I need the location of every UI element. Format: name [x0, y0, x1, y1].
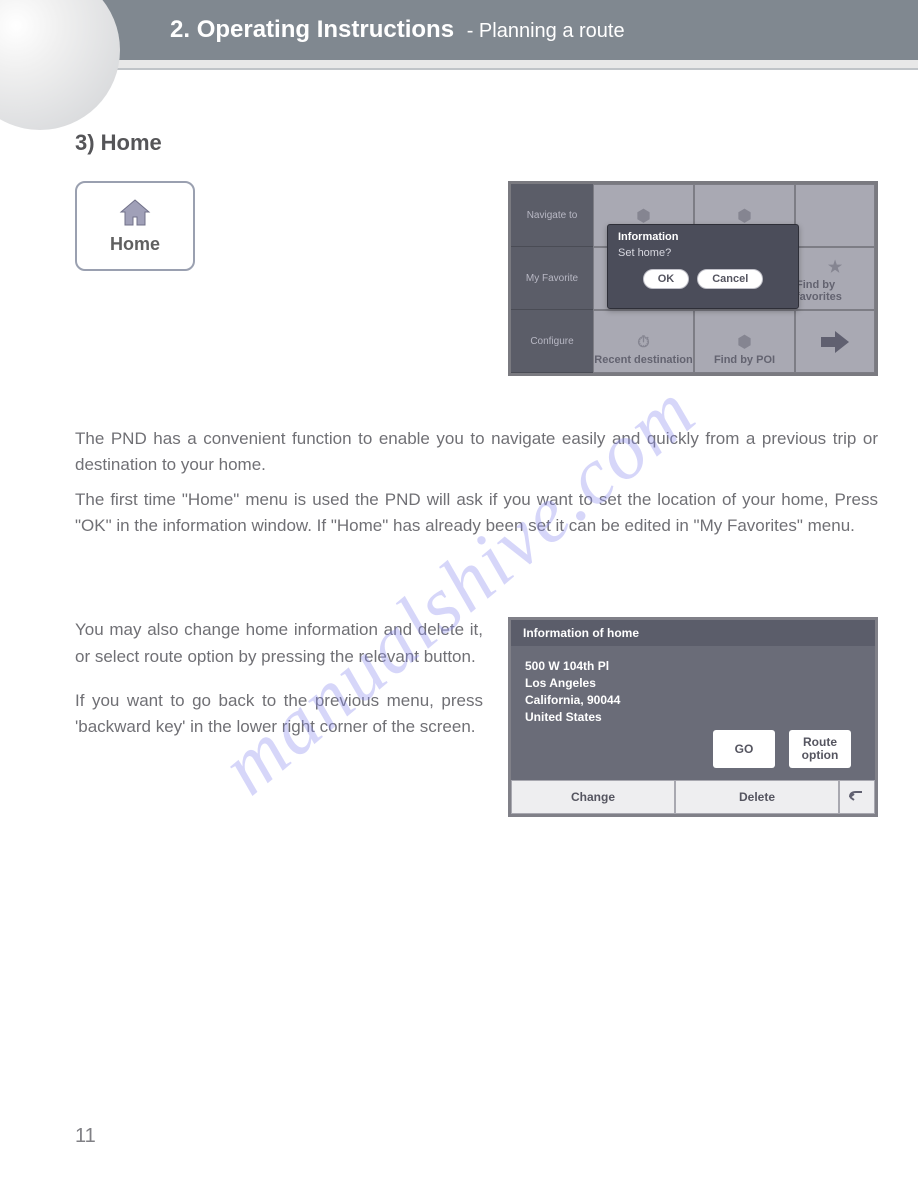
- home-button-label: Home: [110, 234, 160, 255]
- addr-line2: Los Angeles: [525, 675, 861, 692]
- route-option-button[interactable]: Route option: [789, 730, 851, 768]
- tile-recent[interactable]: ⏱Recent destination: [593, 310, 694, 373]
- sidebar-configure[interactable]: Configure: [511, 310, 593, 373]
- back-arrow-icon: [848, 790, 866, 804]
- section-heading: 3) Home: [75, 130, 878, 156]
- change-button[interactable]: Change: [511, 780, 675, 814]
- addr-line4: United States: [525, 709, 861, 726]
- sidebar-navigate[interactable]: Navigate to: [511, 184, 593, 247]
- paragraph-3: You may also change home information and…: [75, 617, 483, 670]
- paragraph-2: The first time "Home" menu is used the P…: [75, 487, 878, 540]
- screenshot-home-info: Information of home 500 W 104th Pl Los A…: [508, 617, 878, 817]
- addr-line3: California, 90044: [525, 692, 861, 709]
- tile-find-poi[interactable]: ⬢Find by POI: [694, 310, 795, 373]
- addr-line1: 500 W 104th Pl: [525, 658, 861, 675]
- home-icon: [117, 198, 153, 228]
- tile-find-fav[interactable]: ★Find by favorites: [795, 247, 875, 310]
- screenshot-menu: Navigate to ⬢Find by city ⬢Find by ZIP c…: [508, 181, 878, 376]
- paragraph-1: The PND has a convenient function to ena…: [75, 426, 878, 479]
- delete-button[interactable]: Delete: [675, 780, 839, 814]
- home-button[interactable]: Home: [75, 181, 195, 271]
- tile-blank-tr: [795, 184, 875, 247]
- page-number: 11: [75, 1125, 96, 1148]
- back-button[interactable]: [839, 780, 875, 814]
- sidebar-favorite[interactable]: My Favorite: [511, 247, 593, 310]
- popup-title: Information: [618, 231, 788, 243]
- info-home-title: Information of home: [511, 620, 875, 646]
- ok-button[interactable]: OK: [643, 269, 690, 289]
- paragraph-4: If you want to go back to the previous m…: [75, 688, 483, 741]
- page-header: 2. Operating Instructions - Planning a r…: [0, 0, 918, 60]
- popup-message: Set home?: [618, 247, 788, 259]
- header-title: 2. Operating Instructions - Planning a r…: [170, 16, 625, 44]
- info-popup: Information Set home? OK Cancel: [607, 224, 799, 309]
- page-content: 3) Home Home Navigate to ⬢Find by city ⬢…: [0, 130, 918, 817]
- header-decorative-sphere: [0, 0, 120, 130]
- cancel-button[interactable]: Cancel: [697, 269, 763, 289]
- tile-arrow-next[interactable]: [795, 310, 875, 373]
- go-button[interactable]: GO: [713, 730, 775, 768]
